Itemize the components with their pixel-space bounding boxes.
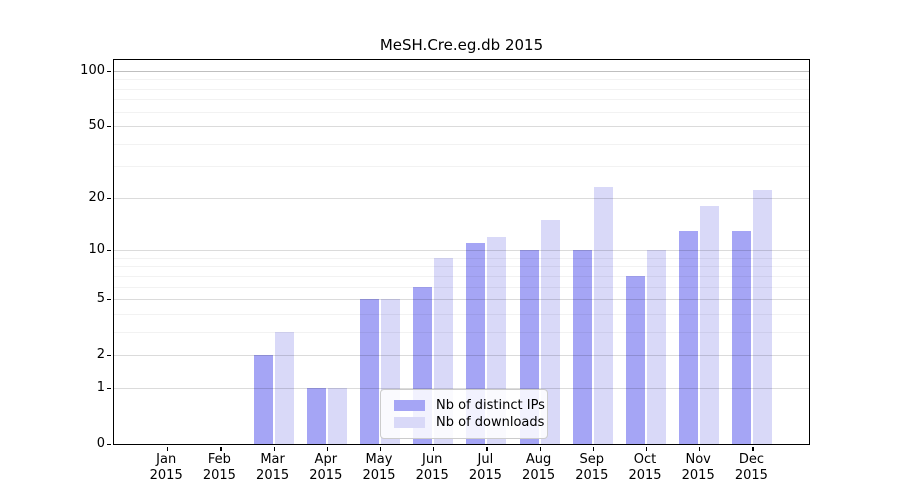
bar-distinct-ips-mar	[253, 355, 273, 444]
bar-downloads-oct	[647, 250, 666, 444]
bar-distinct-ips-oct	[626, 275, 645, 444]
x-tick-mark	[326, 447, 328, 451]
x-tick-mark	[273, 447, 275, 451]
legend: Nb of distinct IPs Nb of downloads	[380, 389, 548, 439]
y-tick-mark	[107, 126, 111, 128]
x-tick-mark	[646, 447, 648, 451]
y-tick-label: 0	[96, 436, 105, 452]
x-tick-mark	[486, 447, 488, 451]
y-tick-label: 50	[88, 118, 105, 134]
x-tick-mark	[699, 447, 701, 451]
legend-swatch-distinct-ips	[394, 400, 425, 411]
gridline-major	[114, 250, 809, 252]
chart-title: MeSH.Cre.eg.db 2015	[379, 36, 544, 54]
y-tick-mark	[107, 70, 111, 72]
bar-downloads-sep	[593, 186, 613, 444]
bar-distinct-ips-nov	[679, 230, 699, 444]
legend-swatch-downloads	[394, 417, 425, 428]
gridline-minor	[114, 99, 809, 101]
y-tick-label: 10	[88, 242, 105, 258]
gridline-major	[114, 126, 809, 128]
gridline-minor	[114, 286, 809, 288]
y-tick-mark	[107, 197, 111, 200]
y-tick-label: 1	[96, 380, 105, 396]
legend-item-distinct-ips: Nb of distinct IPs	[394, 397, 545, 414]
x-tick-mark	[433, 447, 435, 451]
gridline-minor	[114, 276, 809, 277]
gridline-minor	[114, 166, 809, 168]
x-tick-mark	[752, 447, 754, 451]
x-tick-label-jun: Jun 2015	[415, 452, 449, 483]
x-tick-label-sep: Sep 2015	[575, 452, 609, 483]
x-tick-label-jul: Jul 2015	[468, 452, 502, 483]
y-tick-mark	[107, 250, 111, 252]
gridline-minor	[114, 88, 809, 90]
bar-distinct-ips-sep	[572, 250, 592, 444]
x-tick-mark	[167, 447, 169, 451]
x-tick-label-jan: Jan 2015	[149, 452, 183, 483]
gridline-minor	[114, 143, 809, 145]
y-tick-label: 5	[96, 291, 105, 307]
x-tick-label-nov: Nov 2015	[681, 452, 715, 483]
gridline-minor	[114, 79, 809, 81]
bar-downloads-apr	[327, 387, 347, 444]
plot-area: Nb of distinct IPs Nb of downloads	[107, 59, 810, 451]
gridline-major	[114, 355, 809, 357]
bar-distinct-ips-apr	[306, 387, 326, 444]
legend-label-downloads: Nb of downloads	[436, 415, 545, 430]
legend-item-downloads: Nb of downloads	[394, 414, 544, 431]
gridline-minor	[114, 314, 809, 315]
gridline-minor	[114, 257, 809, 259]
x-tick-label-dec: Dec 2015	[734, 452, 768, 483]
bar-downloads-nov	[700, 205, 720, 444]
x-tick-label-oct: Oct 2015	[628, 452, 662, 483]
gridline-major	[114, 197, 809, 199]
x-tick-label-mar: Mar 2015	[256, 452, 290, 483]
x-tick-label-may: May 2015	[362, 452, 396, 483]
y-tick-mark	[107, 299, 111, 301]
x-tick-mark	[592, 447, 594, 451]
y-tick-mark	[107, 355, 111, 357]
x-tick-mark	[380, 447, 382, 451]
x-tick-label-feb: Feb 2015	[202, 452, 236, 483]
x-tick-mark	[539, 447, 541, 451]
gridline-major	[114, 299, 809, 301]
y-tick-label: 100	[80, 62, 105, 78]
bar-downloads-mar	[274, 331, 294, 444]
ticks-layer	[107, 60, 809, 451]
y-tick-label: 20	[88, 189, 105, 205]
gridline-minor	[114, 111, 809, 113]
bar-downloads-aug	[540, 219, 560, 444]
bar-distinct-ips-dec	[732, 230, 752, 444]
gridline-major	[114, 70, 809, 72]
y-tick-mark	[107, 388, 111, 390]
grid-layer	[114, 60, 809, 444]
gridline-minor	[114, 266, 809, 268]
y-tick-mark	[107, 444, 111, 446]
x-tick-label-aug: Aug 2015	[522, 452, 556, 483]
bar-distinct-ips-may	[360, 299, 379, 444]
gridline-major	[114, 388, 809, 390]
y-tick-label: 2	[96, 347, 105, 363]
legend-label-distinct-ips: Nb of distinct IPs	[436, 398, 545, 413]
x-tick-mark	[220, 447, 222, 451]
bar-downloads-dec	[753, 190, 773, 444]
gridline-minor	[114, 332, 809, 333]
x-tick-label-apr: Apr 2015	[309, 452, 343, 483]
